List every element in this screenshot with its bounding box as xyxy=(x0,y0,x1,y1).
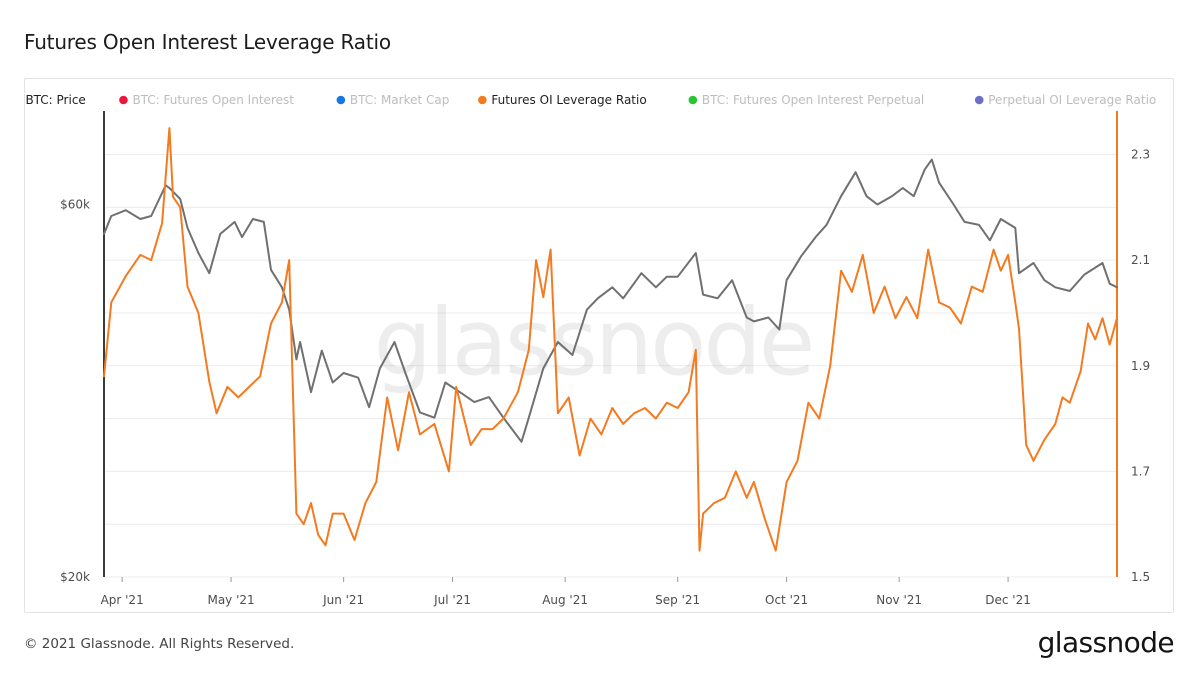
y-right-tick-label: 2.1 xyxy=(1131,253,1150,267)
legend-item[interactable]: BTC: Market Cap xyxy=(336,93,450,107)
page-title: Futures Open Interest Leverage Ratio xyxy=(24,30,391,54)
legend-marker xyxy=(974,95,984,105)
copyright-text: © 2021 Glassnode. All Rights Reserved. xyxy=(24,636,295,652)
legend-marker xyxy=(336,95,346,105)
x-tick-label: Nov '21 xyxy=(876,593,922,607)
watermark-text: glassnode xyxy=(374,289,813,396)
x-tick-label: Sep '21 xyxy=(655,593,700,607)
y-right-tick-label: 1.5 xyxy=(1131,570,1150,584)
legend-marker xyxy=(119,95,128,105)
legend-item[interactable]: BTC: Price xyxy=(25,93,86,107)
legend-item[interactable]: BTC: Futures Open Interest Perpetual xyxy=(688,93,925,107)
brand-logo[interactable]: glassnode xyxy=(1037,626,1175,659)
x-tick-label: Apr '21 xyxy=(101,593,144,607)
chart-series xyxy=(103,127,1118,552)
chart-grid xyxy=(104,154,1117,578)
x-tick-label: May '21 xyxy=(207,593,254,607)
legend-marker xyxy=(478,95,487,105)
leverage-ratio-line xyxy=(103,127,1118,552)
x-tick-label: Aug '21 xyxy=(542,593,588,607)
x-tick-label: Dec '21 xyxy=(985,593,1031,607)
btc-price-line xyxy=(103,158,1118,443)
legend-label: Futures OI Leverage Ratio xyxy=(491,93,646,107)
chart-frame: glassnode BTC: Price BTC: Futures Open In… xyxy=(24,78,1174,613)
y-right-tick-label: 1.9 xyxy=(1131,359,1150,373)
legend-label: BTC: Futures Open Interest Perpetual xyxy=(702,93,924,107)
legend-marker xyxy=(688,95,698,105)
legend-label: BTC: Price xyxy=(25,93,85,107)
x-tick-label: Jun '21 xyxy=(322,593,364,607)
legend-label: BTC: Market Cap xyxy=(350,93,450,107)
chart-legend: BTC: Price BTC: Futures Open Interest BTC:… xyxy=(25,93,1156,107)
x-tick-label: Jul '21 xyxy=(433,593,471,607)
legend-item[interactable]: Futures OI Leverage Ratio xyxy=(478,93,647,107)
legend-label: Perpetual OI Leverage Ratio xyxy=(988,93,1156,107)
legend-item[interactable]: BTC: Futures Open Interest xyxy=(119,93,294,107)
y-right-tick-label: 1.7 xyxy=(1131,464,1150,478)
chart-axes: $20k $60k 1.5 1.7 1.9 2.1 2.3 Apr '21 May '21 Jun… xyxy=(60,111,1150,607)
y-left-tick-label: $60k xyxy=(60,198,90,212)
y-right-tick-label: 2.3 xyxy=(1131,148,1150,162)
x-tick-label: Oct '21 xyxy=(765,593,808,607)
legend-item[interactable]: Perpetual OI Leverage Ratio xyxy=(974,93,1156,107)
y-left-tick-label: $20k xyxy=(60,570,90,584)
legend-label: BTC: Futures Open Interest xyxy=(132,93,294,107)
chart-svg[interactable]: glassnode BTC: Price BTC: Futures Open In… xyxy=(25,79,1175,614)
